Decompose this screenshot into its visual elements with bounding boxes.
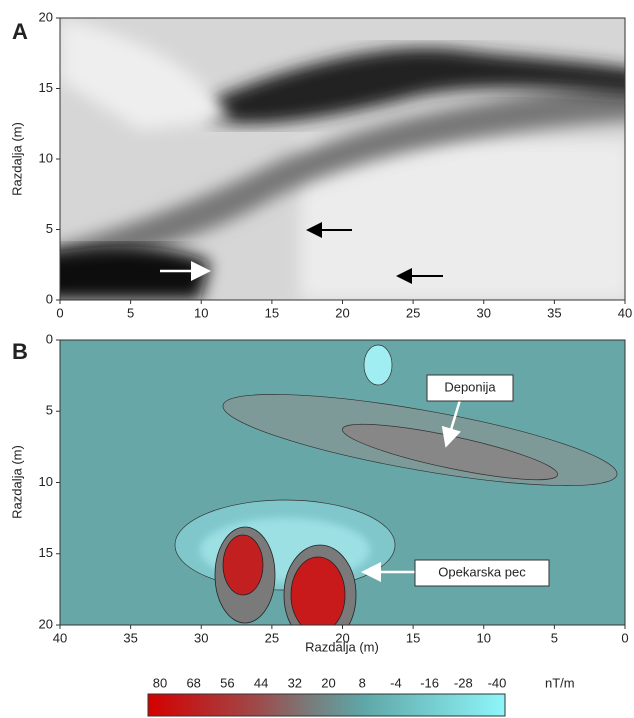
colorbar-tick-label: -28	[454, 675, 473, 690]
y-tick-label: 5	[46, 403, 53, 418]
x-tick-label: 10	[194, 305, 208, 320]
x-tick-label: 15	[406, 630, 420, 645]
x-tick-label: 25	[265, 630, 279, 645]
colorbar-tick-label: 20	[321, 675, 335, 690]
panel-label: A	[12, 19, 28, 44]
colorbar-tick-label: 80	[153, 675, 167, 690]
y-tick-label: 5	[46, 221, 53, 236]
colorbar-tick-label: 32	[288, 675, 302, 690]
panel-label: B	[12, 339, 28, 364]
panel-b-image	[60, 340, 625, 625]
colorbar-tick-label: 68	[186, 675, 200, 690]
x-tick-label: 20	[335, 630, 349, 645]
y-axis-label: Razdalja (m)	[9, 122, 24, 196]
y-axis-label: Razdalja (m)	[9, 445, 24, 519]
annotation: Opekarska pec	[438, 564, 526, 579]
y-tick-label: 20	[39, 9, 53, 24]
x-tick-label: 15	[265, 305, 279, 320]
y-tick-label: 0	[46, 331, 53, 346]
x-tick-label: 35	[123, 630, 137, 645]
colorbar-tick-label: -40	[488, 675, 507, 690]
x-tick-label: 40	[53, 630, 67, 645]
colorbar-tick-label: 56	[220, 675, 234, 690]
y-tick-label: 0	[46, 291, 53, 306]
x-tick-label: 10	[477, 630, 491, 645]
y-tick-label: 15	[39, 80, 53, 95]
x-tick-label: 40	[618, 305, 632, 320]
x-axis-label: Razdalja (m)	[305, 639, 379, 654]
colorbar-tick-label: 8	[359, 675, 366, 690]
colorbar-tick-label: 44	[254, 675, 268, 690]
x-tick-label: 30	[194, 630, 208, 645]
x-tick-label: 20	[335, 305, 349, 320]
x-tick-label: 35	[547, 305, 561, 320]
colorbar-label: nT/m	[545, 675, 575, 690]
colorbar	[147, 693, 506, 717]
y-tick-label: 10	[39, 474, 53, 489]
annotation: Deponija	[444, 379, 496, 394]
y-tick-label: 10	[39, 150, 53, 165]
panel-a-image	[60, 18, 625, 300]
annotation-box	[414, 559, 550, 587]
annotation-box	[426, 374, 514, 402]
x-tick-label: 5	[127, 305, 134, 320]
y-tick-label: 20	[39, 616, 53, 631]
x-tick-label: 25	[406, 305, 420, 320]
y-tick-label: 15	[39, 545, 53, 560]
colorbar-tick-label: -16	[420, 675, 439, 690]
colorbar-tick-label: -4	[390, 675, 402, 690]
x-tick-label: 0	[621, 630, 628, 645]
x-tick-label: 0	[56, 305, 63, 320]
x-tick-label: 30	[477, 305, 491, 320]
x-tick-label: 5	[551, 630, 558, 645]
